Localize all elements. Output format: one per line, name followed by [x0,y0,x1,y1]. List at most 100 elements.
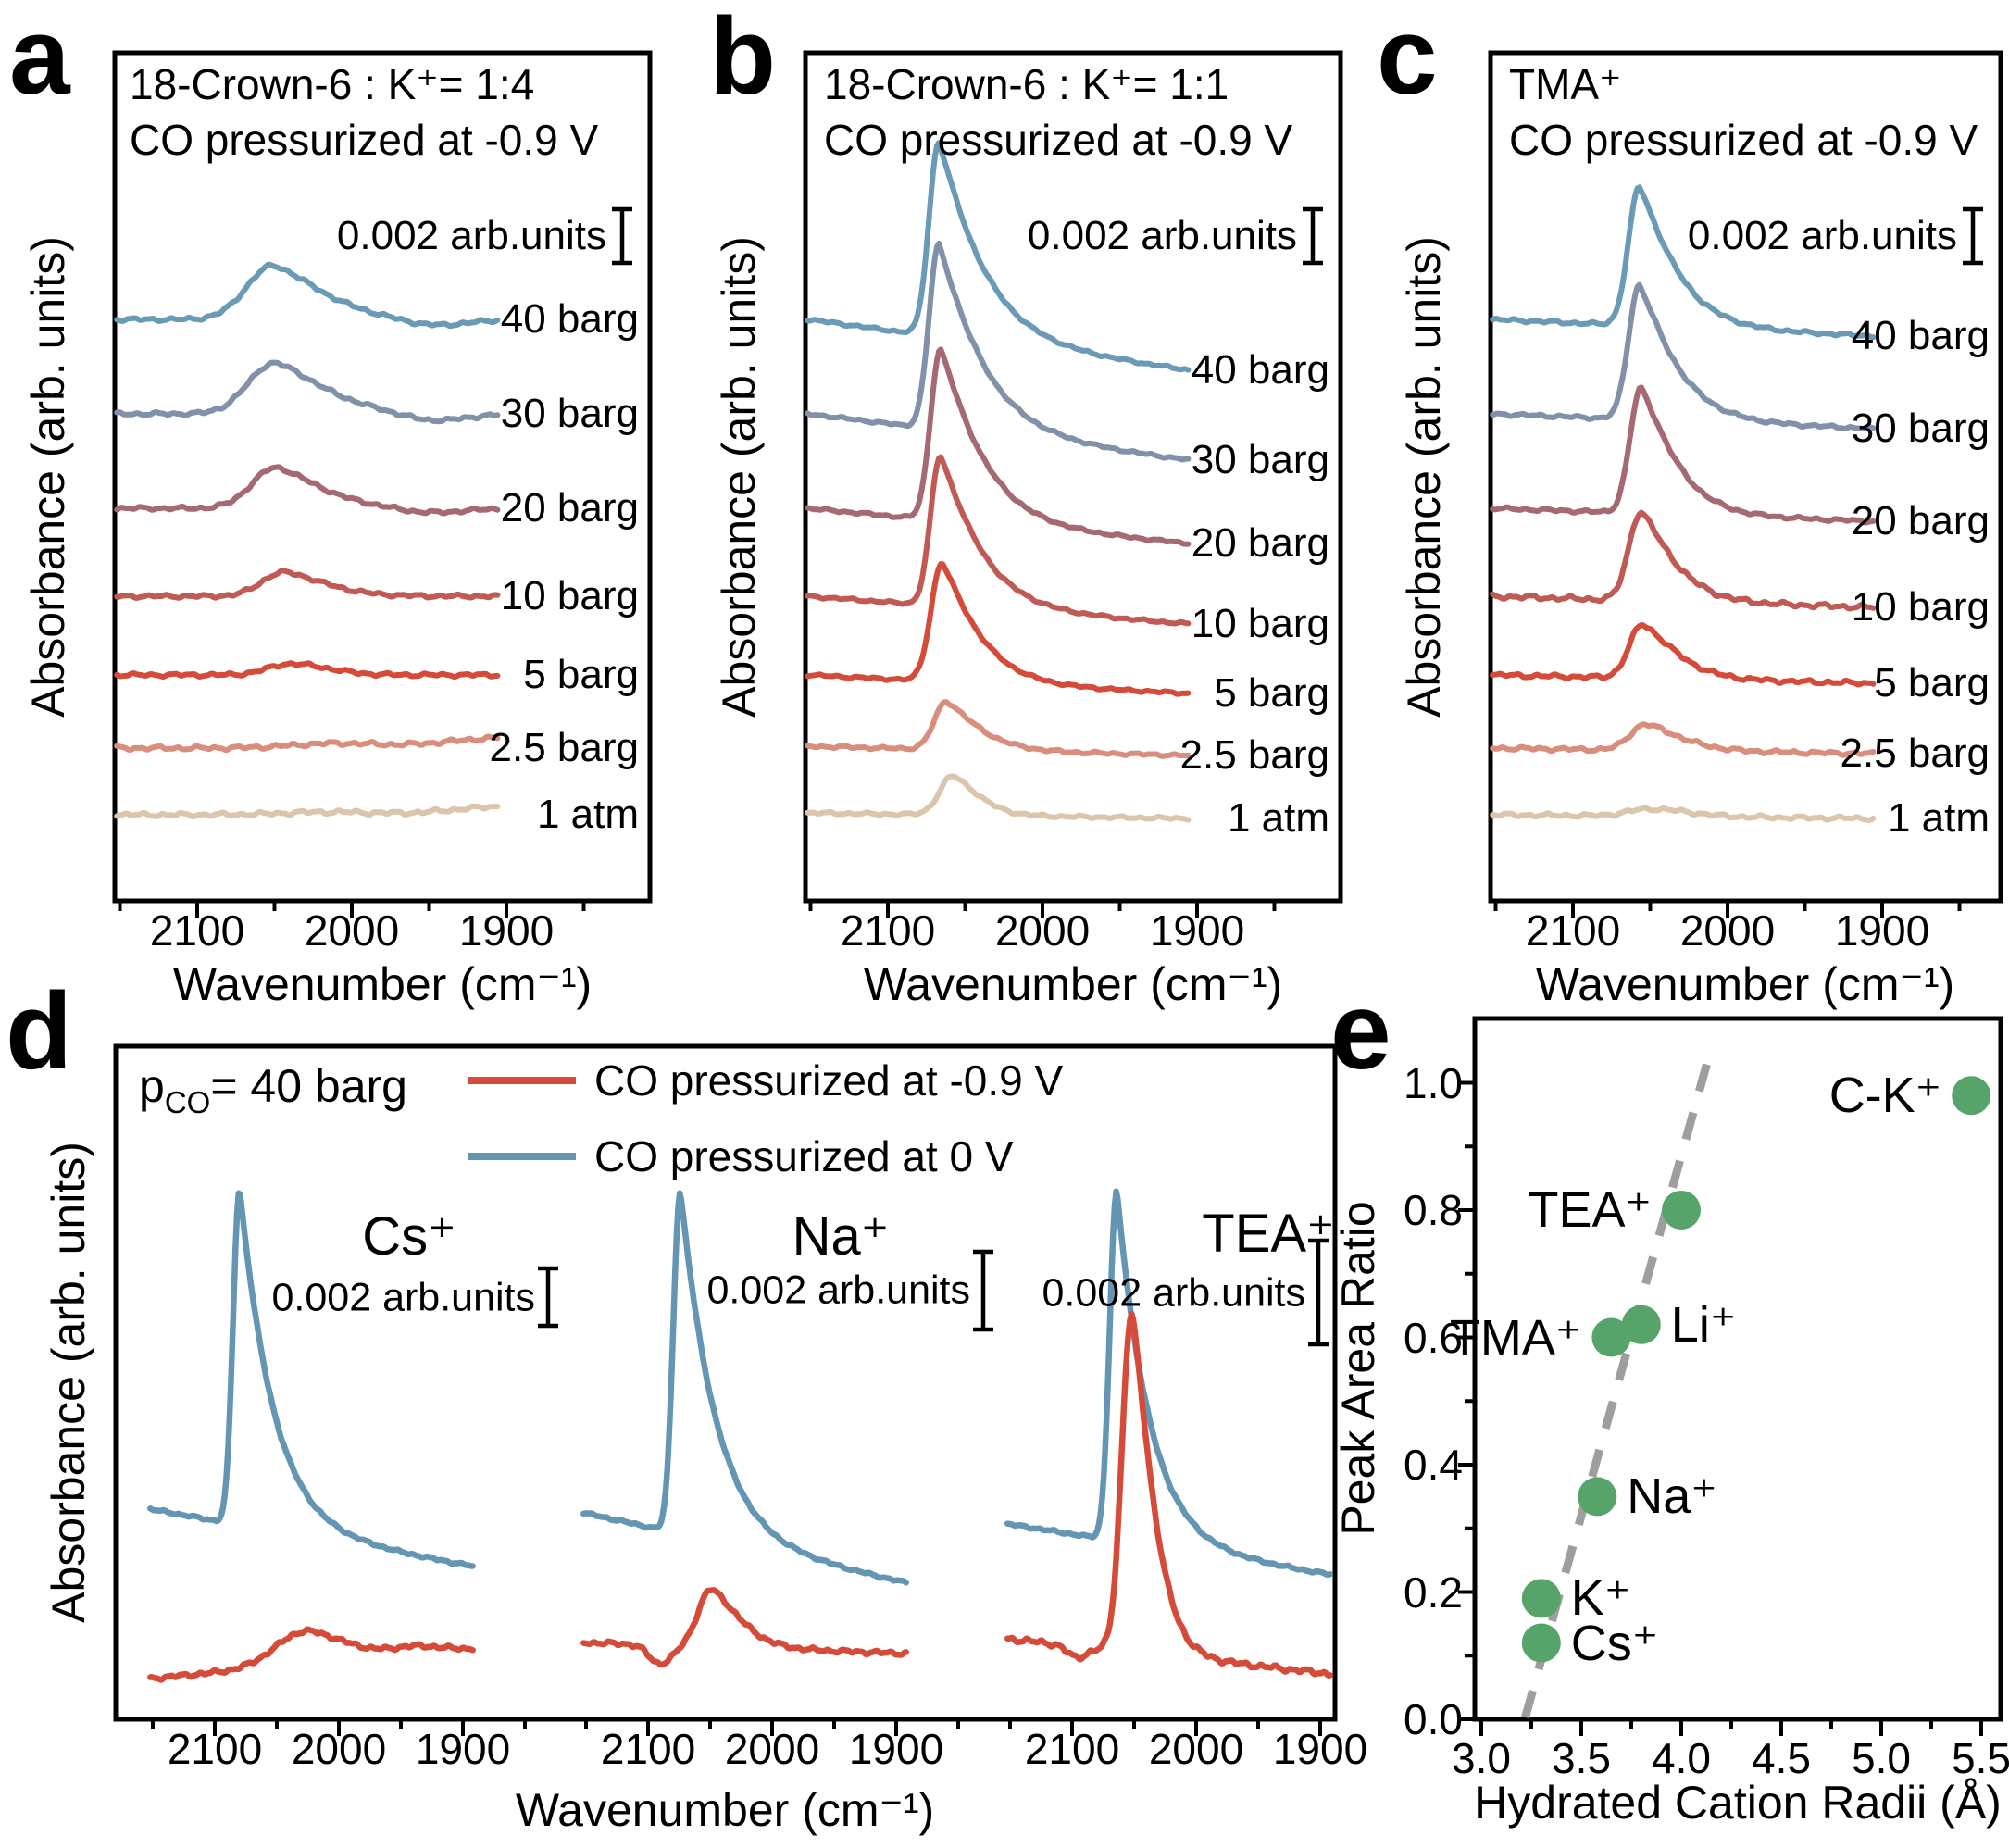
panel-b-x-tick-label: 2100 [840,906,936,955]
panel-a-scalebar-label: 0.002 arb.units [336,213,606,258]
panel-e-x-tick-label: 5.5 [1952,1734,2009,1782]
panel-d-Na-trace [580,1190,909,1586]
panel-e-x-tick-label: 4.0 [1652,1734,1711,1782]
panel-a-title-line2: CO pressurized at -0.9 V [130,116,599,164]
panel-a-title-line1: 18-Crown-6 : K⁺= 1:4 [130,60,535,108]
panel-b-trace-10-barg [805,454,1192,627]
panel-a-y-axis-label: Absorbance (arb. units) [22,236,74,718]
panel-d-TEA-trace [1004,1310,1333,1679]
panel-b-trace-label: 2.5 barg [1179,732,1329,778]
panel-letter-b: b [709,0,777,118]
panel-b-trace-label: 5 barg [1214,670,1329,716]
panel-a-plot-box [112,50,653,904]
panel-c-trace-40-barg [1490,184,1877,341]
scalebar-label-tea: 0.002 arb.units [1042,1270,1305,1316]
panel-d-x-tick-label: 2000 [724,1725,820,1773]
panel-d-pressure-label: pCO= 40 barg [139,1060,407,1118]
pco-subscript: CO [164,1085,211,1119]
panel-letter-c: c [1377,0,1438,118]
panel-d-x-tick-label: 1900 [848,1725,944,1773]
panel-c-x-tick-label: 2000 [1679,906,1776,955]
panel-b-title-line2: CO pressurized at -0.9 V [824,116,1293,164]
panel-c-x-tick-label: 1900 [1834,906,1930,955]
panel-b-trace-20-barg [805,346,1192,547]
point-label-TEA: TEA⁺ [1528,1182,1652,1238]
panel-b-trace-30-barg [805,240,1192,463]
panel-e-x-tick-label: 3.5 [1552,1734,1611,1782]
panel-b-plot-box [803,50,1343,904]
panel-a-trace-20-barg [114,464,501,517]
data-point-TEA [1662,1191,1701,1230]
point-label-K: K⁺ [1570,1570,1631,1627]
point-label-Cs: Cs⁺ [1570,1615,1659,1671]
panel-b-trace-label: 40 barg [1191,347,1329,393]
panel-e-y-tick-label: 0.8 [1404,1186,1463,1234]
scalebar-label-na: 0.002 arb.units [706,1267,970,1313]
data-point-Li [1621,1305,1661,1344]
panel-c-trace-label: 2.5 barg [1840,730,1990,776]
panel-e-x-tick-label: 5.0 [1852,1734,1911,1782]
panel-b-trace-label: 20 barg [1191,520,1329,566]
legend-label-blue: CO pressurized at 0 V [594,1132,1014,1180]
panel-d-plot-box [113,1043,1338,1722]
panel-c-x-tick-label: 2100 [1525,906,1621,955]
group-label-cs: Cs⁺ [362,1206,456,1267]
panel-e-plot-box [1472,1016,2003,1722]
panel-c-trace-label: 10 barg [1851,584,1990,630]
panel-d-x-axis-label: Wavenumber (cm⁻¹) [515,1784,935,1836]
point-label-Li: Li⁺ [1670,1296,1737,1353]
panel-d-x-tick-label: 1900 [1272,1725,1368,1773]
panel-d-x-tick-label: 2000 [1148,1725,1244,1773]
panel-d-x-tick-label: 1900 [415,1725,511,1773]
panel-a-trace-label: 2.5 barg [489,725,639,770]
panel-c-trace-label: 40 barg [1851,313,1990,358]
panel-letter-d: d [6,970,73,1093]
panel-a-trace-40-barg [114,261,501,330]
panel-a-x-axis-label: Wavenumber (cm⁻¹) [172,958,593,1010]
panel-e-y-axis-label: Peak Area Ratio [1332,1201,1384,1536]
panel-a-trace-label: 1 atm [536,792,639,837]
panel-a-x-tick-label: 2000 [304,906,400,955]
group-label-tea: TEA⁺ [1202,1204,1335,1264]
data-point-TMA [1591,1317,1631,1357]
panel-b-x-tick-label: 1900 [1149,906,1245,955]
pco-symbol: p [139,1060,165,1112]
panel-e-x-tick-label: 4.5 [1752,1734,1811,1782]
panel-c-x-axis-label: Wavenumber (cm⁻¹) [1535,958,1955,1010]
panel-e-y-tick-label: 0.4 [1404,1441,1463,1489]
data-point-K [1521,1579,1561,1618]
panel-c-scalebar-label: 0.002 arb.units [1687,213,1957,258]
panel-c-trace-label: 30 barg [1851,406,1990,451]
panel-b-trace-5-barg [805,561,1192,697]
panel-c-title-line2: CO pressurized at -0.9 V [1509,116,1978,164]
panel-d-x-tick-label: 2100 [600,1725,696,1773]
panel-b-trace-label: 30 barg [1191,437,1329,482]
panel-c-trace-30-barg [1490,281,1877,432]
panel-d-Cs-trace [147,1190,476,1569]
panel-e-y-tick-label: 0.6 [1404,1313,1463,1362]
legend-label-red: CO pressurized at -0.9 V [594,1056,1064,1105]
panel-a-x-tick-label: 2100 [149,906,245,955]
panel-a-trace-label: 10 barg [500,573,639,618]
panel-c-trace-2.5-barg [1490,721,1877,758]
data-point-C-K [1952,1076,1991,1116]
pco-value: = 40 barg [210,1060,407,1112]
panel-b-y-axis-label: Absorbance (arb. units) [713,236,765,718]
panel-d-y-axis-label: Absorbance (arb. units) [43,1142,94,1623]
panel-c-title-line1: TMA⁺ [1509,60,1622,108]
panel-letter-e: e [1330,970,1391,1093]
panel-b-x-tick-label: 2000 [994,906,1091,955]
panel-c-trace-10-barg [1490,509,1877,612]
panel-a-trace-label: 30 barg [500,391,639,436]
panel-c-trace-1-atm [1490,805,1877,823]
scalebar-label-cs: 0.002 arb.units [271,1275,535,1320]
panel-b-trace-label: 10 barg [1191,601,1329,646]
panel-d-Na-trace [580,1587,909,1668]
panel-c-trace-label: 20 barg [1851,498,1990,543]
panel-d-Cs-trace [147,1626,476,1683]
panel-b-x-axis-label: Wavenumber (cm⁻¹) [863,958,1283,1010]
panel-a-trace-2.5-barg [114,733,501,754]
panel-a-trace-1-atm [114,803,501,819]
